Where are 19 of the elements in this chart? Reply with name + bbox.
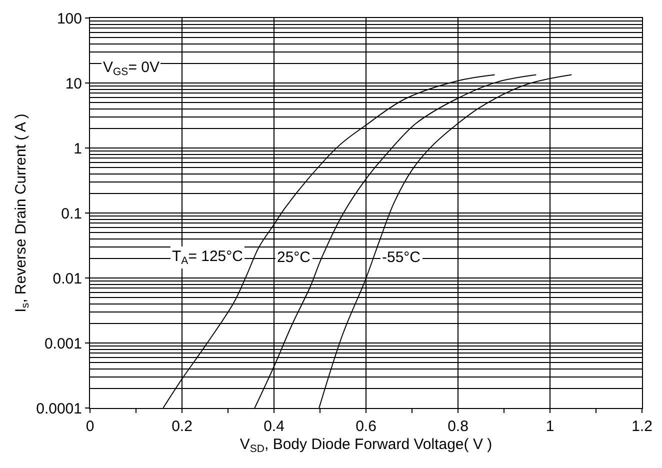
annotation: V$_{GS}$= 0V <box>103 59 160 78</box>
x-tick-label: 0.4 <box>264 418 284 435</box>
y-tick-label: 100 <box>56 10 82 28</box>
x-tick-label: 1.2 <box>632 418 652 435</box>
x-tick-label: 0.2 <box>172 418 192 435</box>
x-axis-title: V$_{SD}$, Body Diode Forward Voltage( V ) <box>240 436 492 456</box>
x-tick-label: 0 <box>86 418 94 435</box>
x-tick-label: 0.6 <box>356 418 376 435</box>
x-tick-label: 0.8 <box>448 418 468 435</box>
y-tick-label: 0.1 <box>61 205 82 222</box>
y-tick-label: 0.001 <box>44 335 82 352</box>
x-tick-label: 1 <box>546 418 554 435</box>
y-tick-label: 0.0001 <box>36 400 82 418</box>
annotation: -55°C <box>382 249 421 266</box>
annotation: T$_{A}$= 125°C <box>172 248 244 268</box>
annotation: 25°C <box>277 249 311 266</box>
y-tick-label: 0.01 <box>52 270 82 288</box>
y-tick-label: 10 <box>65 75 82 92</box>
y-tick-label: 1 <box>74 140 82 158</box>
